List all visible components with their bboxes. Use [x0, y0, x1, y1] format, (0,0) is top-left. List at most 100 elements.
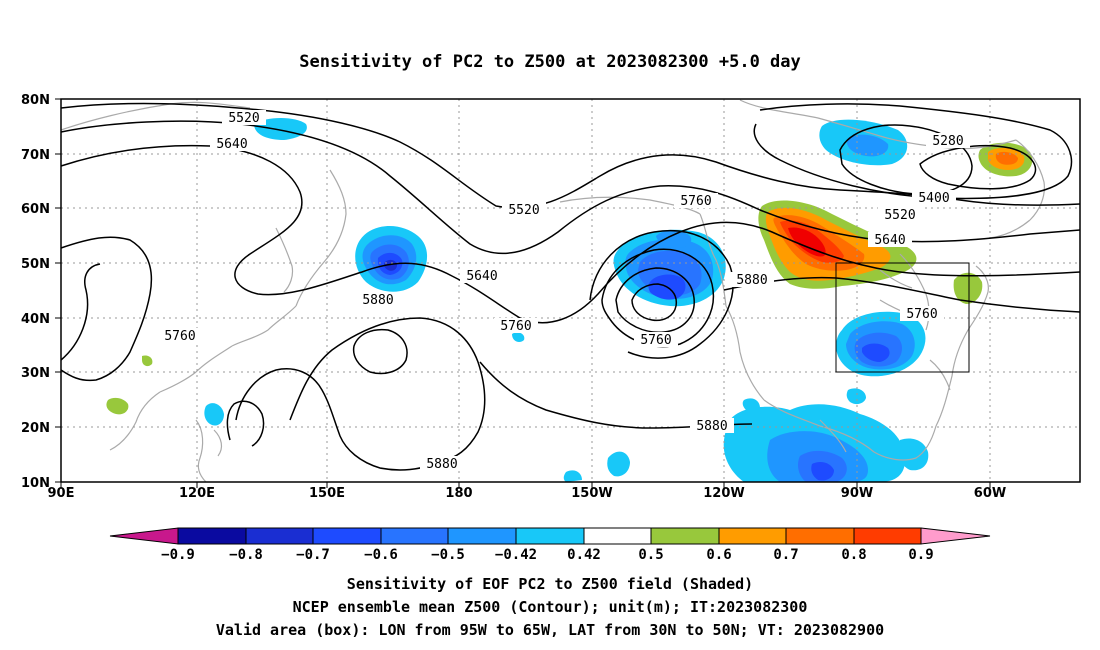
shade-east-us-negative — [836, 311, 926, 377]
contour-5880-east — [723, 276, 1081, 313]
lat-label-3: 50N — [21, 257, 50, 272]
shade-arctic-3 — [846, 134, 889, 157]
label-5760-a: 5760 — [164, 329, 195, 344]
colorbar-bin-11 — [853, 527, 922, 545]
contour-5880-west — [60, 263, 101, 361]
lat-label-4: 40N — [21, 312, 50, 327]
contour-5760-west — [60, 236, 153, 382]
lon-label-6: 90W — [841, 486, 873, 501]
label-5880-d: 5880 — [736, 273, 767, 288]
shade-small-2 — [563, 470, 582, 482]
colorbar-bin-4 — [380, 527, 449, 545]
contour-5760-main — [60, 144, 1081, 324]
cbar-label-3: −0.6 — [364, 547, 398, 563]
cbar-label-2: −0.7 — [296, 547, 330, 563]
colorbar-bin-1 — [177, 527, 247, 545]
cbar-label-6: 0.42 — [567, 547, 601, 563]
lon-label-5: 120W — [703, 486, 744, 501]
contour-5760-low-b — [615, 267, 695, 333]
label-5640-b: 5640 — [466, 269, 497, 284]
cbar-label-8: 0.6 — [706, 547, 731, 563]
lat-label-2: 60N — [21, 202, 50, 217]
shade-positive-asia-2 — [142, 355, 153, 367]
lon-label-4: 150W — [571, 486, 612, 501]
colorbar-bin-2 — [245, 527, 314, 545]
contour-5880-closed-b — [352, 328, 408, 375]
shade-gulf-mexico-negative — [723, 388, 929, 482]
cbar-label-10: 0.8 — [841, 547, 866, 563]
label-5880-a: 5880 — [362, 293, 393, 308]
label-5400: 5400 — [918, 191, 949, 206]
contour-5760-low-c — [631, 283, 678, 322]
label-5520-c: 5520 — [884, 208, 915, 223]
label-5280: 5280 — [932, 134, 963, 149]
lon-label-7: 60W — [974, 486, 1006, 501]
colorbar-bin-8 — [650, 527, 720, 545]
label-5640-a: 5640 — [216, 137, 247, 152]
lon-label-1: 120E — [179, 486, 215, 501]
contour-labels: 5520 5640 5520 5760 5640 5880 5760 5880 … — [158, 110, 970, 472]
label-5760-b: 5760 — [500, 319, 531, 334]
colorbar-bin-9 — [718, 527, 787, 545]
lat-label-5: 30N — [21, 366, 50, 381]
contour-5760-low-a — [601, 248, 715, 348]
cbar-label-5: −0.42 — [495, 547, 537, 563]
lon-axis-labels: 90E 120E 150E 180 150W 120W 90W 60W — [48, 486, 1007, 501]
sensitivity-shading — [106, 118, 1033, 482]
figure-title: Sensitivity of PC2 to Z500 at 2023082300… — [299, 52, 801, 72]
colorbar-bin-7 — [583, 527, 652, 545]
cbar-label-9: 0.7 — [773, 547, 798, 563]
cbar-label-7: 0.5 — [638, 547, 663, 563]
valid-area-box — [835, 262, 970, 373]
lat-axis-labels: 80N 70N 60N 50N 40N 30N 20N 10N — [21, 93, 50, 491]
contour-5760-outer — [589, 229, 734, 359]
label-5520-b: 5520 — [508, 203, 539, 218]
label-5640-c: 5640 — [874, 233, 905, 248]
map-frame — [60, 98, 1081, 483]
label-5880-c: 5880 — [696, 419, 727, 434]
cbar-label-4: −0.5 — [431, 547, 465, 563]
lat-label-1: 70N — [21, 148, 50, 163]
lon-label-0: 90E — [48, 486, 75, 501]
colorbar-bin-6 — [515, 527, 585, 545]
colorbar-bin-10 — [785, 527, 855, 545]
shade-positive-maritimes — [953, 272, 983, 304]
contour-5880-southwest — [235, 368, 441, 471]
contour-5520-main — [60, 102, 1081, 209]
cbar-label-1: −0.8 — [229, 547, 263, 563]
caption-line-3: Valid area (box): LON from 95W to 65W, L… — [216, 621, 884, 639]
lon-label-2: 150E — [309, 486, 345, 501]
contour-5280-b — [919, 145, 1037, 190]
colorbar-over-triangle — [920, 527, 991, 545]
label-5880-b: 5880 — [426, 457, 457, 472]
label-5760-east: 5760 — [906, 307, 937, 322]
shade-small-4 — [512, 332, 525, 342]
tick-marks — [55, 98, 991, 488]
colorbar-bin-5 — [447, 527, 517, 545]
shade-arctic-1 — [254, 118, 307, 140]
lat-label-0: 80N — [21, 93, 50, 108]
contour-5280-a — [839, 124, 973, 195]
caption-line-2: NCEP ensemble mean Z500 (Contour); unit(… — [293, 598, 808, 616]
shade-positive-asia-1 — [106, 397, 129, 415]
lon-label-3: 180 — [445, 486, 472, 501]
map-area — [61, 99, 1080, 482]
colorbar-labels: −0.9 −0.8 −0.7 −0.6 −0.5 −0.42 0.42 0.5 … — [161, 547, 934, 563]
caption-line-1: Sensitivity of EOF PC2 to Z500 field (Sh… — [347, 575, 753, 593]
coastlines — [60, 99, 1045, 483]
label-5760-c: 5760 — [640, 333, 671, 348]
z500-contours — [60, 102, 1081, 471]
colorbar — [109, 527, 991, 545]
shade-small-1 — [607, 451, 630, 477]
shade-nw-pacific-negative — [355, 225, 428, 292]
lat-label-6: 20N — [21, 421, 50, 436]
label-5760-top: 5760 — [680, 194, 711, 209]
label-5520-a: 5520 — [228, 111, 259, 126]
contour-5400 — [753, 103, 1073, 200]
shade-small-3 — [204, 403, 224, 426]
lat-label-7: 10N — [21, 476, 50, 491]
contour-5640-main — [60, 120, 1081, 255]
contour-5880-closed-a — [289, 317, 486, 463]
colorbar-under-triangle — [109, 527, 179, 545]
